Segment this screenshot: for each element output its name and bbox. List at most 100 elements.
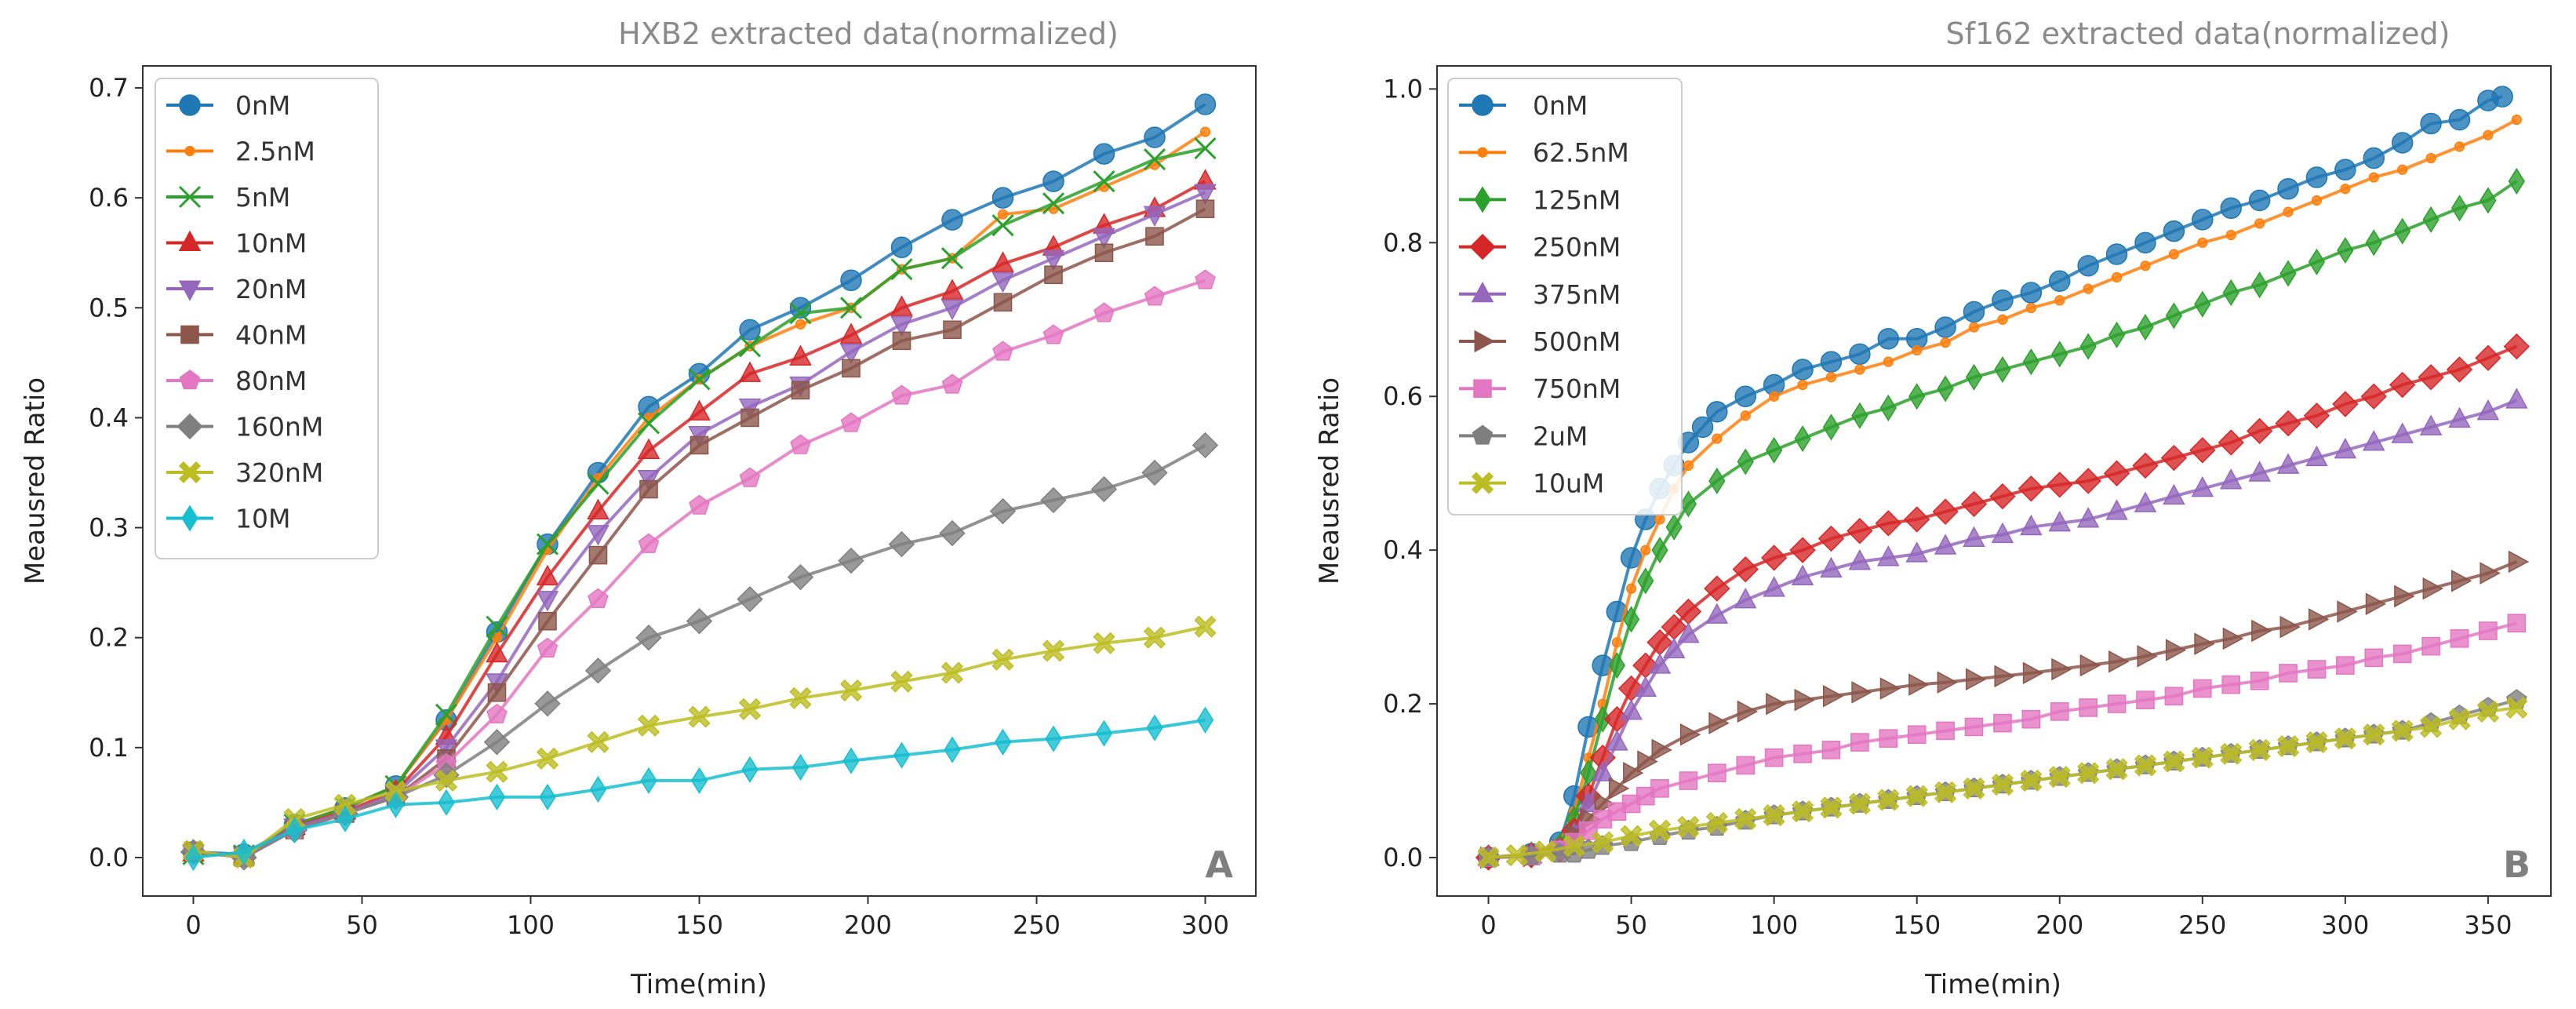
data-point (637, 438, 660, 459)
data-point (789, 302, 812, 325)
data-point (842, 359, 860, 378)
data-point (2507, 614, 2527, 633)
data-point (2277, 177, 2299, 200)
data-point (2251, 619, 2272, 643)
data-point (1620, 699, 1643, 720)
data-point (2220, 197, 2242, 219)
legend-entry: 5nM (166, 182, 290, 213)
axes-frame (142, 65, 1257, 897)
data-point (1093, 302, 1115, 322)
data-point (1143, 148, 1166, 171)
data-point (2283, 206, 2294, 217)
data-point (2276, 734, 2300, 758)
data-point (639, 479, 658, 499)
data-point (1993, 713, 2012, 733)
data-point (2054, 295, 2065, 306)
legend-entry: 320nM (166, 457, 323, 488)
data-point (1662, 637, 1686, 659)
data-point (1877, 789, 1900, 811)
data-point (1763, 576, 1785, 597)
data-point (1146, 714, 1163, 741)
x-tick-label: 150 (675, 910, 723, 940)
data-point (2107, 694, 2127, 713)
data-point (1712, 433, 1723, 444)
axes-frame (1436, 65, 2552, 897)
data-point (2020, 282, 2043, 304)
data-point (2476, 399, 2500, 421)
legend-label: 375nM (1533, 279, 1621, 310)
data-point (2420, 716, 2443, 738)
data-point (1793, 744, 1812, 763)
x-tick-label: 100 (1750, 910, 1798, 940)
data-point (1042, 170, 1064, 192)
data-point (1611, 637, 1622, 648)
legend-label: 125nM (1533, 184, 1621, 215)
data-point (1637, 750, 1658, 773)
data-point (1594, 705, 1611, 733)
legend-label: 20nM (235, 274, 307, 304)
y-ticks: 0.0 0.1 0.2 0.3 0.4 0.5 0.6 0.7 (89, 73, 143, 872)
data-point (2391, 132, 2414, 154)
data-point (1849, 343, 1871, 366)
data-point (2420, 112, 2442, 135)
data-point (2450, 629, 2469, 648)
legend-entry: 2.5nM (166, 137, 315, 167)
data-point (2254, 218, 2265, 229)
data-point (2105, 499, 2128, 520)
data-point (1608, 777, 1630, 800)
data-point (1706, 401, 1728, 423)
data-point (483, 729, 511, 756)
data-point (486, 760, 508, 783)
data-point (1194, 93, 1217, 115)
data-point (536, 533, 559, 555)
data-point (2394, 585, 2415, 608)
data-point (1592, 831, 1614, 854)
data-point (2392, 644, 2412, 664)
data-point (2476, 700, 2499, 723)
data-point (1966, 668, 1987, 691)
data-point (739, 467, 761, 487)
data-point (2305, 445, 2328, 467)
data-point (587, 730, 609, 753)
data-point (1820, 556, 1843, 578)
data-point (2168, 249, 2179, 260)
x-axis-label: Time(min) (1924, 969, 2061, 1000)
data-point (1044, 265, 1063, 285)
data-point (1850, 733, 1869, 752)
data-point (2051, 657, 2072, 681)
data-point (1846, 518, 1873, 545)
data-point (2164, 687, 2184, 706)
data-point (1817, 525, 1845, 552)
data-point (387, 791, 405, 818)
data-point (1760, 545, 1788, 571)
data-point (1194, 615, 1217, 638)
legend-marker (1477, 147, 1488, 158)
data-point (888, 530, 915, 558)
data-point (2364, 648, 2384, 668)
legend-marker (179, 370, 201, 390)
data-point (1994, 355, 2011, 383)
data-point (1734, 807, 1757, 831)
data-point (2448, 708, 2471, 730)
data-point (1740, 410, 1751, 421)
data-point (2450, 195, 2469, 222)
data-point (939, 519, 966, 547)
data-point (588, 545, 608, 565)
data-point (2103, 460, 2130, 486)
data-point (2108, 321, 2126, 348)
data-point (2337, 237, 2354, 264)
data-point (1937, 375, 1954, 403)
data-point (992, 341, 1013, 361)
data-point (2134, 491, 2157, 512)
data-point (690, 767, 708, 794)
data-point (739, 319, 761, 341)
data-point (997, 209, 1009, 220)
data-point (1932, 498, 1959, 525)
data-point (1144, 286, 1166, 306)
data-point (2276, 453, 2300, 474)
data-point (2454, 141, 2465, 152)
legend-entry: 160nM (166, 412, 323, 443)
data-point (840, 412, 862, 432)
data-point (2018, 475, 2044, 502)
